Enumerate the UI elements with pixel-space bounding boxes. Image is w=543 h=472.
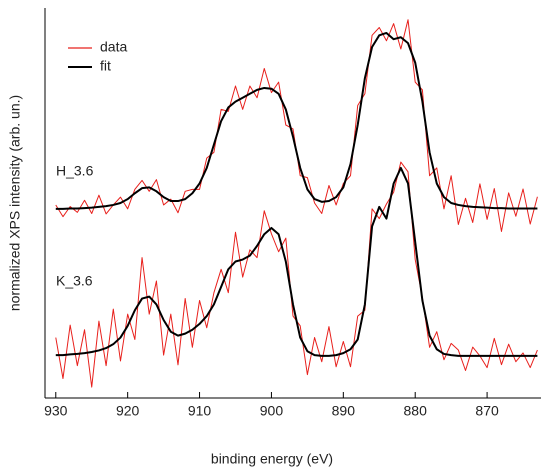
y-axis-label: normalized XPS intensity (arb. un.): [7, 95, 23, 311]
x-tick-label: 900: [260, 403, 284, 419]
x-tick-label: 920: [116, 403, 140, 419]
spectrum-label: H_3.6: [56, 163, 94, 179]
x-tick-label: 910: [188, 403, 212, 419]
fit-line: [55, 166, 538, 357]
x-axis-label: binding energy (eV): [211, 451, 333, 467]
x-tick-label: 880: [404, 403, 428, 419]
legend-label: data: [100, 39, 127, 55]
data-line: [55, 161, 538, 388]
x-tick-label: 890: [332, 403, 356, 419]
fit-line: [55, 31, 538, 210]
x-tick-label: 930: [44, 403, 68, 419]
legend-label: fit: [100, 58, 111, 74]
spectrum-label: K_3.6: [56, 273, 93, 289]
x-tick-label: 870: [475, 403, 499, 419]
